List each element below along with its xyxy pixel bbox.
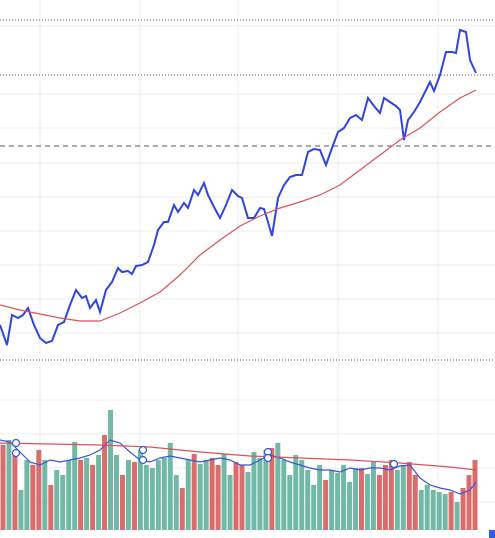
volume-bar bbox=[466, 475, 472, 530]
volume-bar bbox=[359, 468, 364, 530]
volume-average bbox=[0, 442, 477, 471]
volume-bar bbox=[131, 462, 137, 530]
volume-bar bbox=[436, 492, 442, 530]
volume-bar bbox=[42, 460, 48, 530]
volume-bar bbox=[448, 492, 454, 530]
volume-bar bbox=[72, 442, 78, 530]
volume-bar bbox=[209, 458, 215, 530]
signal-marker bbox=[11, 438, 21, 448]
volume-bar bbox=[155, 460, 161, 530]
volume-bar bbox=[120, 475, 125, 530]
volume-bar bbox=[18, 490, 24, 530]
volume-bar bbox=[245, 472, 251, 530]
volume-bar bbox=[54, 470, 60, 530]
signal-marker bbox=[138, 445, 148, 455]
volume-bar bbox=[442, 494, 448, 530]
volume-bar bbox=[161, 458, 167, 530]
volume-bar bbox=[221, 454, 227, 530]
price-line bbox=[0, 28, 477, 346]
volume-bar bbox=[114, 455, 119, 530]
volume-bar bbox=[299, 460, 305, 530]
volume-bar bbox=[460, 488, 466, 530]
signal-marker bbox=[138, 455, 148, 465]
volume-bar bbox=[269, 448, 275, 530]
volume-bar bbox=[293, 455, 299, 530]
volume-bar bbox=[78, 460, 84, 530]
volume-bar bbox=[30, 465, 36, 530]
volume-bar bbox=[406, 462, 412, 530]
volume-bar bbox=[108, 410, 114, 530]
volume-bar bbox=[60, 475, 66, 530]
volume-bar bbox=[370, 462, 376, 530]
volume-bar bbox=[364, 474, 370, 530]
volume-bar bbox=[263, 450, 269, 530]
volume-bar bbox=[90, 465, 96, 530]
volume-bar bbox=[36, 450, 42, 530]
volume-bar bbox=[167, 443, 173, 530]
volume-bar bbox=[400, 465, 406, 530]
volume-bar bbox=[185, 460, 191, 530]
volume-bar bbox=[323, 480, 329, 530]
volume-bar bbox=[66, 460, 72, 530]
volume-bar bbox=[424, 485, 430, 530]
volume-bar bbox=[376, 475, 382, 530]
price-line bbox=[0, 89, 477, 322]
volume-bar bbox=[239, 465, 245, 530]
volume-bar bbox=[341, 465, 347, 530]
volume-bar bbox=[394, 470, 400, 530]
signal-marker bbox=[263, 453, 273, 463]
signal-marker bbox=[11, 448, 21, 458]
volume-bar bbox=[275, 443, 281, 530]
scroll-handle bbox=[489, 530, 495, 538]
volume-bar bbox=[137, 450, 143, 530]
volume-bar bbox=[125, 460, 131, 530]
volume-bar bbox=[382, 465, 388, 530]
volume-bar bbox=[96, 455, 102, 530]
volume-bar bbox=[233, 462, 239, 530]
volume-bar bbox=[472, 460, 478, 530]
volume-bar bbox=[317, 465, 323, 530]
volume-bar bbox=[102, 435, 108, 530]
volume-bar bbox=[430, 490, 436, 530]
volume-bar bbox=[227, 475, 233, 530]
volume-bar bbox=[347, 482, 353, 530]
volume-bar bbox=[191, 454, 197, 530]
signal-marker bbox=[389, 459, 399, 469]
volume-bar bbox=[311, 485, 317, 530]
volume-bar bbox=[388, 460, 394, 530]
volume-bar bbox=[287, 475, 293, 530]
volume-bar bbox=[215, 465, 221, 530]
volume-bar bbox=[305, 470, 311, 530]
volume-average bbox=[0, 439, 477, 495]
volume-bar bbox=[335, 473, 341, 530]
volume-bar bbox=[84, 458, 90, 530]
volume-bar bbox=[251, 452, 257, 530]
volume-bar bbox=[257, 458, 263, 530]
volume-bar bbox=[179, 488, 185, 530]
volume-bar bbox=[24, 460, 30, 530]
volume-bar bbox=[329, 470, 335, 530]
volume-bar bbox=[454, 502, 460, 530]
volume-bar bbox=[197, 464, 203, 530]
volume-bar bbox=[143, 465, 149, 530]
volume-bar bbox=[6, 440, 12, 530]
volume-bar bbox=[48, 485, 54, 530]
volume-bar bbox=[281, 460, 287, 530]
volume-bar bbox=[418, 490, 424, 530]
volume-bar bbox=[149, 468, 155, 530]
volume-bar bbox=[12, 455, 18, 530]
volume-bar bbox=[353, 468, 358, 530]
volume-bar bbox=[412, 475, 418, 530]
volume-bar bbox=[0, 445, 6, 530]
volume-bar bbox=[173, 475, 179, 530]
volume-bar bbox=[203, 460, 209, 530]
